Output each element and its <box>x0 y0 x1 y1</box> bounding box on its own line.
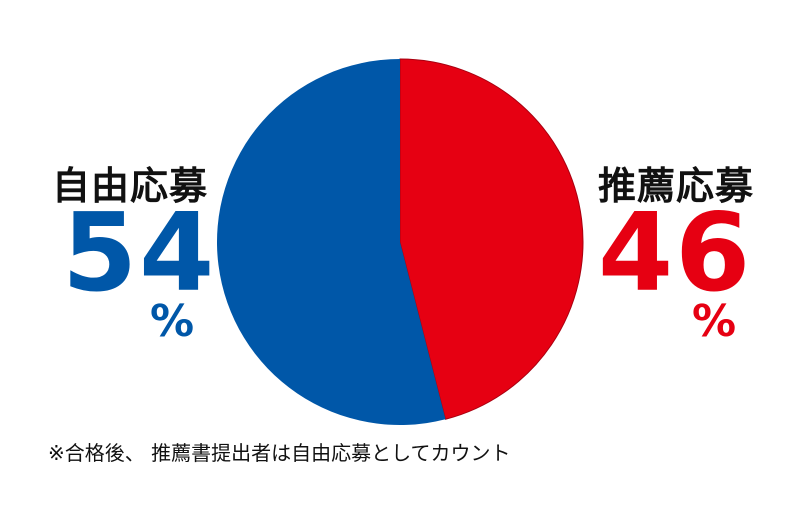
pie-slice-suisen <box>399 58 584 420</box>
footnote: ※合格後、 推薦書提出者は自由応募としてカウント <box>48 441 511 465</box>
pie-slices <box>216 58 584 426</box>
slice-unit-suisen: % <box>692 296 737 347</box>
slice-value-suisen: 46 <box>598 191 753 316</box>
slice-unit-jiyu: % <box>150 296 195 347</box>
slice-value-jiyu: 54 <box>62 191 217 316</box>
slice-label-jiyu: 自由応募 <box>52 164 209 208</box>
slice-label-suisen: 推薦応募 <box>598 164 755 208</box>
pie-slice-jiyu <box>216 59 446 426</box>
